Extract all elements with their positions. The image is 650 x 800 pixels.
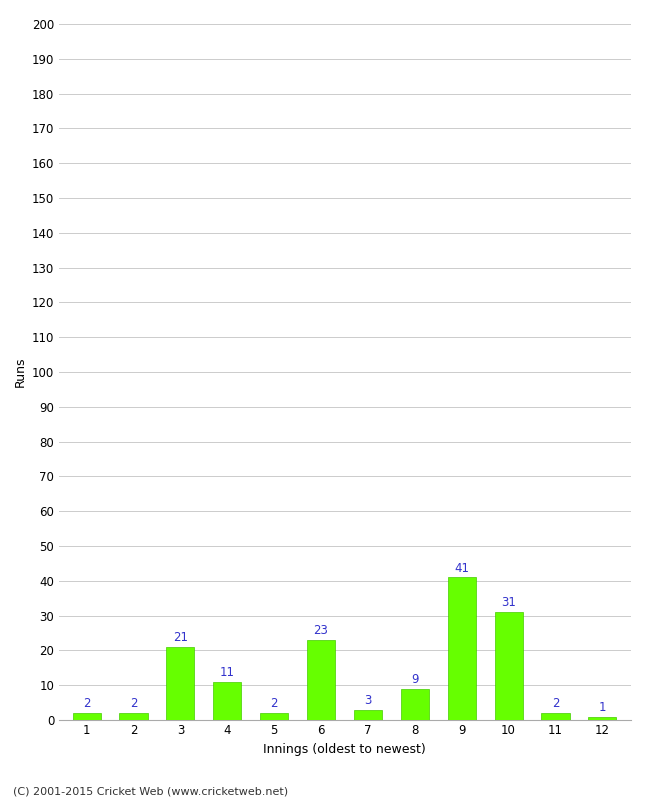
Text: 2: 2 <box>552 698 559 710</box>
Bar <box>541 713 569 720</box>
Text: 9: 9 <box>411 673 419 686</box>
Text: 23: 23 <box>313 624 328 637</box>
Text: 2: 2 <box>83 698 90 710</box>
Bar <box>120 713 148 720</box>
Text: 31: 31 <box>501 596 516 610</box>
Text: 3: 3 <box>364 694 372 706</box>
Bar <box>354 710 382 720</box>
Bar <box>213 682 241 720</box>
Bar <box>448 578 476 720</box>
Text: (C) 2001-2015 Cricket Web (www.cricketweb.net): (C) 2001-2015 Cricket Web (www.cricketwe… <box>13 786 288 796</box>
Text: 11: 11 <box>220 666 235 679</box>
Bar <box>588 717 616 720</box>
Text: 2: 2 <box>130 698 137 710</box>
Bar <box>495 612 523 720</box>
Text: 41: 41 <box>454 562 469 574</box>
Text: 21: 21 <box>173 631 188 644</box>
Y-axis label: Runs: Runs <box>14 357 27 387</box>
X-axis label: Innings (oldest to newest): Innings (oldest to newest) <box>263 742 426 756</box>
Bar <box>73 713 101 720</box>
Bar <box>260 713 288 720</box>
Bar <box>166 647 194 720</box>
Text: 2: 2 <box>270 698 278 710</box>
Text: 1: 1 <box>599 701 606 714</box>
Bar <box>307 640 335 720</box>
Bar <box>401 689 429 720</box>
